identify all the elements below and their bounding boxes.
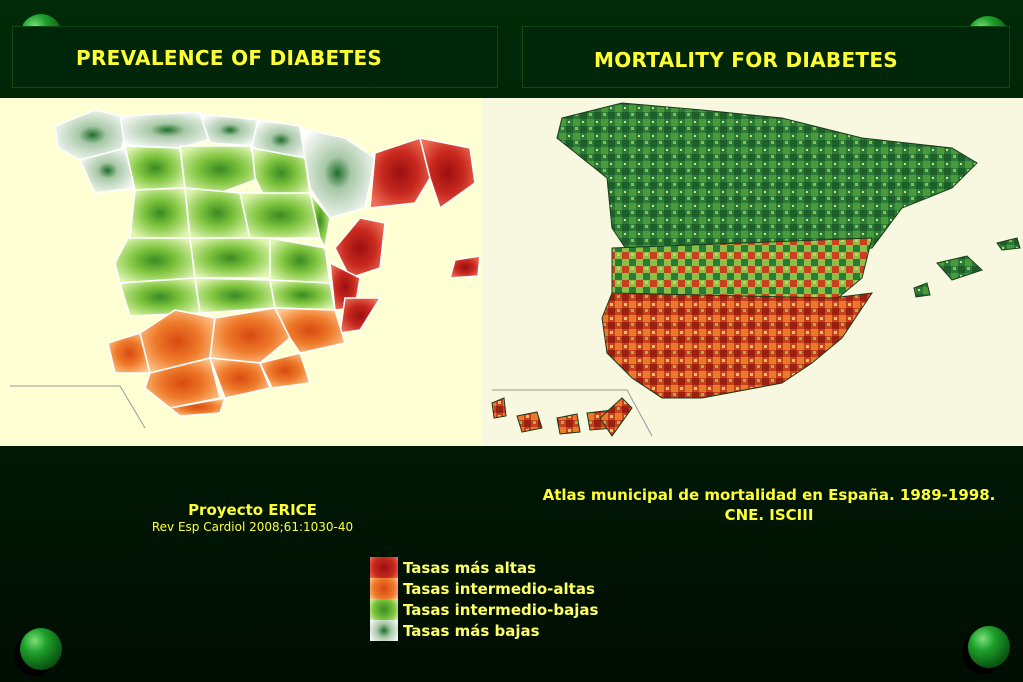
prevalence-title: PREVALENCE OF DIABETES (76, 46, 383, 70)
legend-swatch-intermediate-high (370, 578, 398, 599)
mortality-map (482, 98, 1023, 446)
legend-item: Tasas intermedio-bajas (370, 599, 598, 620)
left-title-box (12, 26, 498, 88)
legend-label: Tasas más altas (403, 558, 537, 577)
corner-ball-bottom-right (968, 626, 1010, 668)
prevalence-map (0, 98, 482, 446)
legend-item: Tasas intermedio-altas (370, 578, 598, 599)
corner-ball-bottom-left (20, 628, 62, 670)
legend-label: Tasas intermedio-bajas (403, 600, 599, 619)
erice-reference: Rev Esp Cardiol 2008;61:1030-40 (151, 520, 354, 534)
legend-swatch-lowest (370, 620, 398, 641)
prevalence-map-svg (10, 109, 481, 429)
mortality-title: MORTALITY FOR DIABETES (594, 48, 899, 72)
legend-item: Tasas más altas (370, 557, 598, 578)
legend-label: Tasas intermedio-altas (403, 579, 595, 598)
legend-label: Tasas más bajas (403, 621, 540, 640)
mortality-map-svg (491, 102, 1021, 437)
legend-swatch-highest (370, 557, 398, 578)
right-title-box (522, 26, 1010, 88)
legend-swatch-intermediate-low (370, 599, 398, 620)
legend-item: Tasas más bajas (370, 620, 598, 641)
legend: Tasas más altas Tasas intermedio-altas T… (370, 557, 598, 641)
erice-project-caption: Proyecto ERICE (188, 501, 317, 519)
atlas-caption: Atlas municipal de mortalidad en España.… (542, 486, 996, 524)
